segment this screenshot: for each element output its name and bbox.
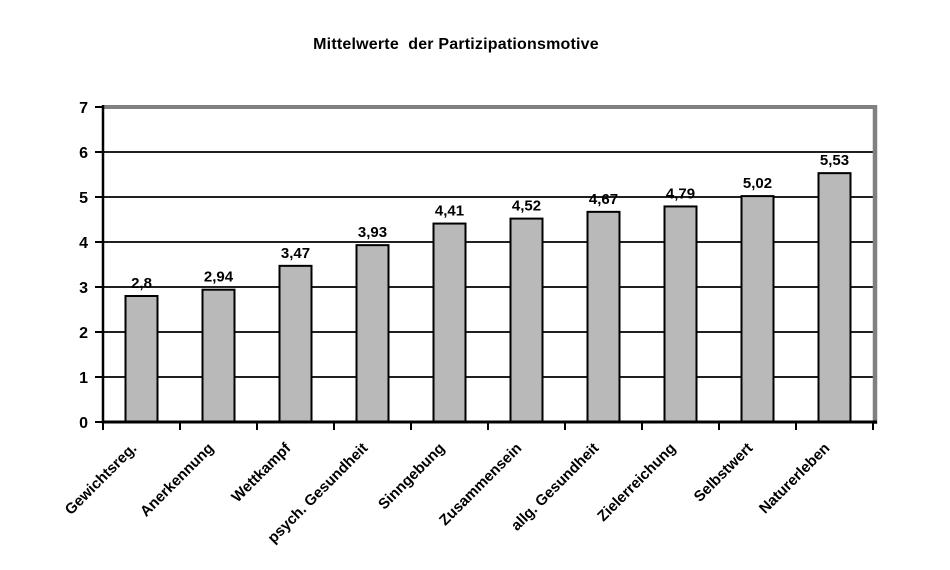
bar (740, 195, 775, 423)
chart-title: Mittelwerte der Partizipationsmotive (313, 36, 599, 53)
bar (663, 205, 698, 423)
bar (509, 217, 544, 423)
bar (124, 295, 159, 423)
y-tick-label: 4 (79, 235, 88, 252)
y-tick-label: 0 (79, 415, 88, 432)
category-label: Wettkampf (228, 439, 295, 506)
y-tick-label: 5 (79, 190, 88, 207)
bar (278, 264, 313, 423)
y-tick-label: 1 (79, 370, 88, 387)
bar-value-label: 4,41 (435, 203, 464, 220)
category-label: Naturerleben (756, 440, 833, 517)
category-label: Zielerreichung (594, 440, 679, 525)
category-label: Sinngebung (375, 440, 448, 513)
category-label: Anerkennung (137, 440, 217, 520)
bar-value-label: 2,94 (204, 269, 234, 286)
y-tick-label: 7 (79, 100, 88, 117)
bar-value-label: 4,79 (666, 185, 695, 202)
bar-value-label: 3,93 (358, 224, 387, 241)
bar-value-label: 4,67 (589, 191, 618, 208)
bar-value-label: 3,47 (281, 245, 310, 262)
bar-value-label: 5,02 (743, 175, 772, 192)
category-label: Zusammensein (436, 440, 525, 529)
bar-value-label: 5,53 (820, 152, 849, 169)
bar-value-label: 2,8 (131, 275, 152, 292)
category-label: Selbstwert (691, 440, 757, 506)
y-tick-label: 2 (79, 325, 88, 342)
bar (355, 244, 390, 423)
bar (586, 210, 621, 423)
bar (817, 172, 852, 423)
y-tick-label: 3 (79, 280, 88, 297)
bar (201, 288, 236, 424)
y-tick-label: 6 (79, 145, 88, 162)
bar (432, 222, 467, 423)
category-label: Gewichtsreg. (62, 440, 141, 519)
bar-value-label: 4,52 (512, 198, 541, 215)
